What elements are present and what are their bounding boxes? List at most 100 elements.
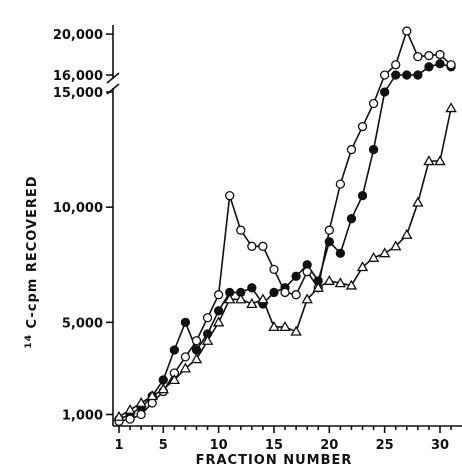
data-point-open-triangle [201, 334, 214, 345]
data-point-filled-circle [380, 87, 390, 97]
y-tick-label: 15,000 [53, 86, 103, 101]
y-tick-label: 1,000 [62, 408, 103, 423]
data-point-open-triangle [235, 293, 247, 304]
data-point-open-circle [258, 241, 268, 251]
x-tick-label: 15 [265, 438, 283, 453]
svg-text:14 C-cpm RECOVERED: 14 C-cpm RECOVERED [20, 175, 40, 348]
y-tick-label: 10,000 [53, 201, 103, 216]
data-point-filled-circle [213, 306, 224, 316]
y-tick-label: 16,000 [53, 69, 103, 84]
data-point-open-triangle [135, 397, 147, 408]
data-point-open-triangle [434, 155, 446, 166]
axis-break-mark [106, 72, 120, 84]
series-line-open-triangle [118, 107, 452, 418]
data-point-open-triangle [401, 228, 413, 239]
data-point-open-circle [380, 70, 390, 80]
data-point-open-triangle [257, 293, 269, 304]
data-point-open-circle [136, 409, 146, 420]
data-point-filled-circle [269, 287, 279, 298]
data-point-open-circle [324, 225, 334, 235]
data-point-open-circle [147, 398, 157, 408]
data-point-filled-circle [435, 59, 445, 69]
x-axis-title: FRACTION NUMBER [196, 453, 353, 468]
data-point-open-circle [225, 191, 235, 201]
data-point-open-triangle [179, 362, 192, 373]
data-point-filled-circle [191, 345, 202, 355]
data-point-open-circle [435, 49, 445, 60]
data-point-open-circle [125, 414, 135, 424]
data-point-filled-circle [357, 191, 368, 201]
data-point-filled-circle [391, 70, 401, 80]
x-tick-label: 5 [159, 438, 168, 453]
chart-axes [106, 25, 462, 427]
data-point-open-circle [291, 290, 301, 300]
data-point-open-triangle [124, 403, 136, 414]
data-point-open-circle [280, 287, 290, 298]
data-point-filled-circle [424, 62, 434, 72]
data-point-filled-circle [402, 70, 412, 80]
data-point-filled-circle [180, 317, 191, 327]
data-point-open-circle [402, 26, 412, 36]
data-point-open-triangle [301, 293, 313, 304]
chart-series [113, 26, 457, 427]
y-tick-label: 5,000 [62, 316, 103, 331]
data-point-filled-circle [335, 248, 346, 258]
data-point-open-circle [413, 51, 423, 62]
data-point-open-triangle [445, 102, 457, 113]
data-point-open-circle [213, 290, 224, 300]
data-point-open-circle [180, 352, 191, 362]
data-point-open-triangle [334, 277, 347, 288]
data-point-open-circle [269, 264, 279, 275]
data-point-open-circle [391, 60, 401, 70]
data-point-filled-circle [247, 283, 257, 293]
x-tick-label: 25 [376, 438, 394, 453]
x-tick-label: 20 [320, 438, 338, 453]
data-point-open-circle [236, 225, 246, 235]
data-point-open-triangle [113, 410, 125, 421]
data-point-filled-circle [169, 345, 179, 355]
data-point-open-triangle [367, 251, 380, 262]
data-point-open-triangle [146, 390, 158, 401]
data-point-open-circle [346, 144, 357, 155]
data-point-open-triangle [268, 321, 280, 332]
y-tick-label: 20,000 [53, 28, 103, 43]
x-tick-label: 10 [210, 438, 228, 453]
data-point-filled-circle [413, 70, 423, 80]
data-point-open-triangle [345, 279, 358, 290]
data-point-open-triangle [378, 247, 391, 258]
data-point-filled-circle [368, 144, 379, 155]
data-point-open-triangle [390, 240, 402, 251]
data-point-open-triangle [246, 298, 258, 309]
data-point-open-triangle [190, 353, 203, 364]
y-axis-title-text: C-cpm RECOVERED [25, 175, 40, 328]
data-point-open-triangle [168, 374, 181, 385]
data-point-open-circle [357, 121, 368, 132]
data-point-open-triangle [290, 325, 302, 336]
y-axis-title-superscript: 14 [24, 334, 34, 349]
data-point-filled-circle [291, 271, 301, 281]
y-axis-title: 14 C-cpm RECOVERED [20, 175, 40, 348]
data-point-open-circle [202, 313, 213, 323]
data-point-open-triangle [279, 321, 291, 332]
data-point-open-circle [191, 336, 202, 346]
data-point-filled-circle [158, 375, 168, 385]
data-point-open-circle [247, 241, 257, 251]
data-point-open-triangle [223, 293, 236, 304]
data-point-open-circle [446, 60, 456, 70]
data-point-open-circle [302, 267, 312, 277]
data-point-open-circle [335, 179, 346, 189]
data-point-open-triangle [356, 261, 369, 272]
tick-marks: 1 5 10 15 20 25 301,0005,00010,00015,00016,000… [53, 28, 452, 453]
data-point-open-triangle [423, 155, 435, 166]
data-point-open-triangle [212, 316, 225, 327]
x-tick-label: 30 [431, 438, 449, 453]
data-point-open-triangle [412, 196, 424, 207]
data-point-open-triangle [157, 383, 169, 394]
data-point-filled-circle [346, 214, 357, 224]
data-point-open-triangle [323, 274, 336, 285]
data-point-open-circle [368, 98, 379, 109]
data-point-open-triangle [312, 281, 324, 292]
data-point-open-circle [424, 50, 434, 61]
x-tick-label: 1 [114, 438, 123, 453]
